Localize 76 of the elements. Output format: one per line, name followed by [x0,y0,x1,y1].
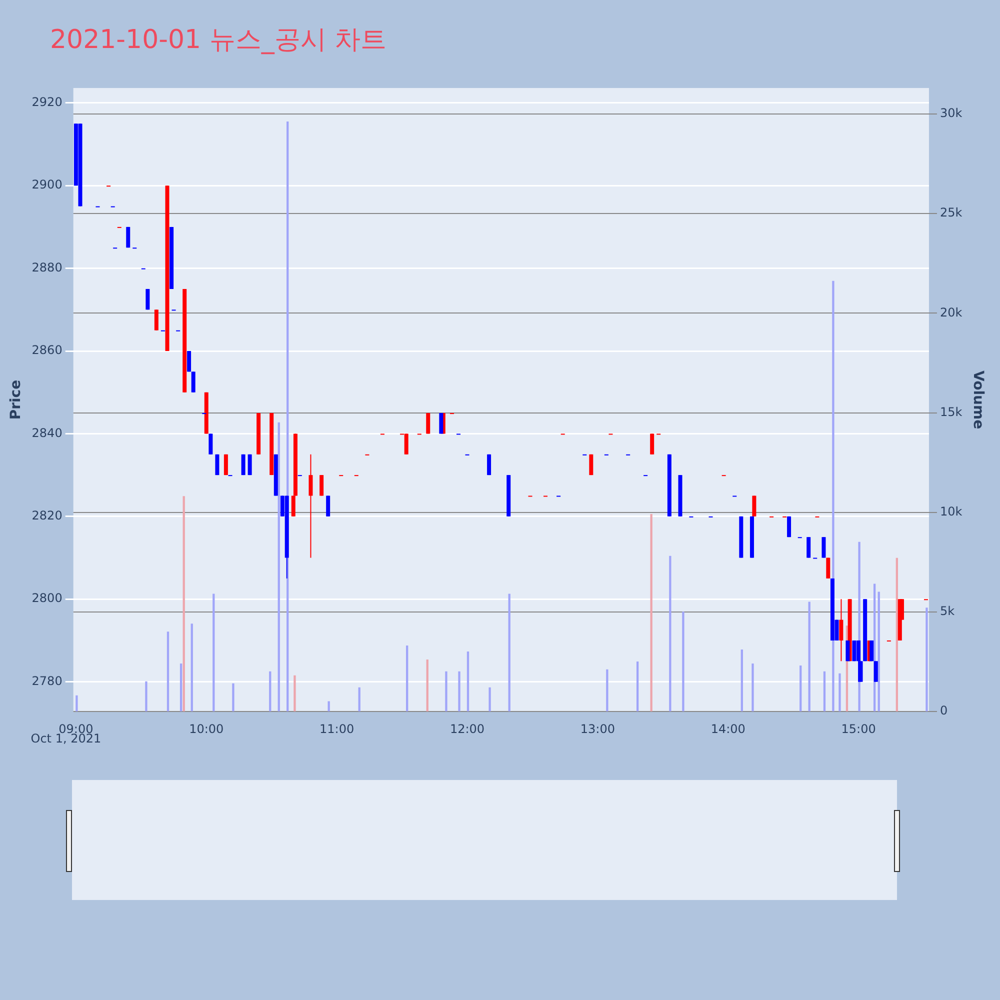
bar [445,671,448,712]
candlestick [826,557,830,579]
bar [212,594,215,712]
candlestick [326,495,330,517]
candlestick [874,660,878,682]
bar [606,669,608,712]
bar [180,663,182,712]
y2-axis-title: Volume [970,370,986,430]
x-tick-label: 15:00 [841,722,876,736]
y2-tick-label: 15k [940,404,962,419]
bar [896,558,898,712]
bar [508,594,510,712]
bar [808,602,810,712]
bar [426,659,428,712]
bar [682,612,684,712]
x-tick-label: 10:00 [189,722,224,736]
bar [650,514,652,712]
y-tick-label: 2880 [32,260,62,274]
y2-tick-label: 25k [940,206,962,220]
bar [752,663,754,712]
y-tick-label: 2800 [32,591,62,606]
bar [466,652,470,712]
bar [269,671,272,712]
candlestick [839,598,844,662]
y-tick-label: 2860 [32,343,62,358]
bar [488,687,491,712]
y-tick-label: 2840 [32,426,62,440]
bar [823,671,826,712]
x-tick-label: 12:00 [450,722,485,736]
bar [838,673,841,712]
bar [358,687,360,712]
y2-tick-label: 0 [940,704,948,718]
bar [278,422,280,712]
bar [800,665,802,712]
candlestick [426,412,430,434]
bar [636,661,639,712]
candlestick [404,433,408,455]
candlestick [320,474,324,496]
x-tick-label: 14:00 [710,722,746,736]
bar [294,675,296,712]
bar [190,624,193,712]
y-tick-label: 2820 [32,508,62,523]
bar [182,496,185,712]
text: Oct 1, 2021 [30,732,102,746]
y-tick-label: 2900 [32,178,62,192]
bar [926,608,928,712]
y2-tick-label: 5k [940,604,955,618]
y-axis-title: Price [8,380,24,420]
chart-title: 2021-10-01 뉴스_공시 차트 [50,24,387,57]
candlestick [806,536,811,558]
y2-tick-label: 20k [940,305,962,320]
y2-tick-label: 10k [940,504,962,518]
candlestick [187,350,192,372]
y-tick-label: 2920 [32,95,62,110]
candlestick [208,433,213,455]
x-tick-label: 11:00 [320,722,354,736]
candlestick [308,454,313,558]
bar [76,695,78,712]
bar [669,556,672,712]
x-tick-label: 13:00 [580,722,615,736]
y-tick-label: 2780 [32,674,62,688]
candlestick [822,536,826,558]
candlestick [650,433,654,455]
y2-tick-label: 30k [940,106,962,120]
candlestick [191,371,196,393]
bar [406,646,408,712]
bar [328,701,330,712]
candlestick [439,412,444,434]
bar [232,683,234,712]
candlestick [752,495,756,517]
bar [740,650,743,712]
bar [166,632,170,712]
bar [458,671,460,712]
bar [878,592,880,712]
candlestick [154,309,158,331]
bar [145,681,148,712]
